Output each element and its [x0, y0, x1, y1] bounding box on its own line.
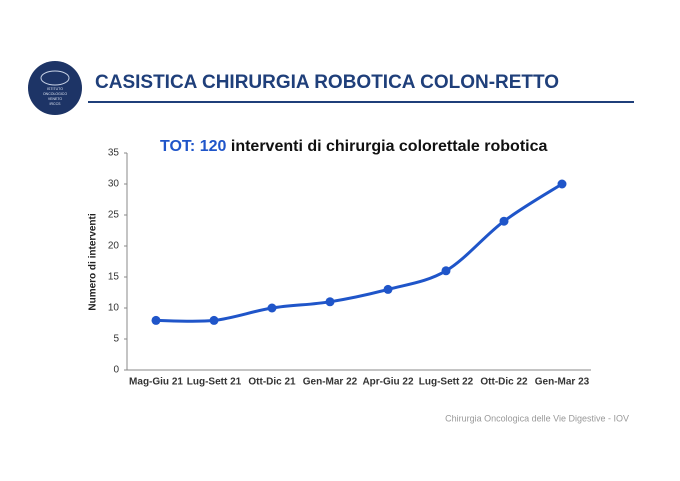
logo-text: ONCOLOGICO — [43, 92, 67, 96]
data-point — [151, 315, 161, 325]
chart-title: TOT: 120 interventi di chirurgia coloret… — [160, 138, 547, 155]
data-point — [441, 266, 451, 276]
x-tick-label: Ott-Dic 21 — [248, 377, 296, 388]
chart-title-total: 120 — [200, 138, 227, 155]
y-tick-label: 35 — [108, 148, 120, 159]
x-tick-label: Mag-Giu 21 — [129, 377, 183, 388]
x-tick-label: Ott-Dic 22 — [480, 377, 528, 388]
series-line — [155, 182, 563, 323]
logo-text: IRCCS — [50, 102, 62, 106]
chart-title-text: interventi di chirurgia colorettale robo… — [231, 138, 548, 155]
y-tick-label: 5 — [113, 334, 119, 345]
x-tick-label: Gen-Mar 22 — [303, 377, 358, 388]
x-tick-label: Gen-Mar 23 — [535, 377, 590, 388]
data-point — [557, 179, 567, 189]
logo-emblem — [40, 70, 70, 86]
y-tick-label: 20 — [108, 241, 120, 252]
x-tick-label: Apr-Giu 22 — [362, 377, 414, 388]
footer: Chirurgia Oncologica delle Vie Digestive… — [445, 413, 629, 423]
slide-title: CASISTICA CHIRURGIA ROBOTICA COLON-RETTO — [95, 72, 559, 93]
y-tick-label: 0 — [113, 365, 119, 376]
x-tick-label: Lug-Sett 22 — [419, 377, 474, 388]
chart-title-prefix: TOT: — [160, 138, 195, 155]
data-point — [267, 303, 277, 313]
y-axis-label: Numero di interventi — [88, 213, 99, 310]
y-tick-label: 15 — [108, 272, 120, 283]
data-point — [325, 297, 335, 307]
logo-text: VENETO — [48, 97, 63, 101]
data-point — [209, 315, 219, 325]
y-tick-label: 30 — [108, 179, 120, 190]
data-point — [383, 284, 393, 294]
y-tick-label: 10 — [108, 303, 120, 314]
data-point — [499, 216, 509, 226]
logo — [28, 61, 82, 115]
y-tick-label: 25 — [108, 210, 120, 221]
logo-text: ISTITUTO — [47, 87, 63, 91]
x-tick-label: Lug-Sett 21 — [187, 377, 242, 388]
